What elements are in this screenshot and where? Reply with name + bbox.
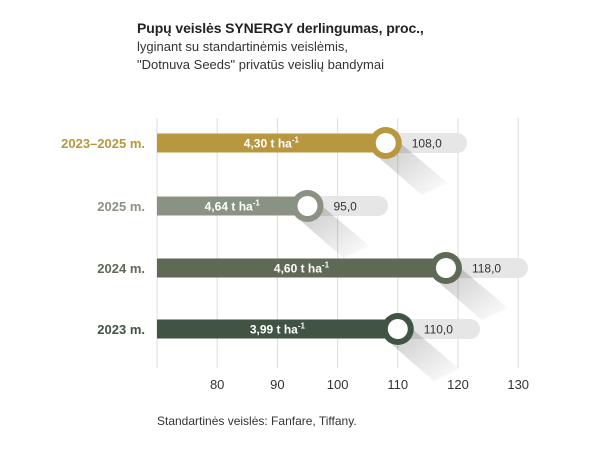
- x-tick-label: 130: [507, 377, 529, 392]
- category-label: 2023 m.: [97, 322, 145, 337]
- title-block: Pupų veislės SYNERGY derlingumas, proc.,…: [137, 18, 557, 74]
- bar-end-dot: [297, 196, 318, 216]
- bar-end-dot: [435, 258, 456, 278]
- bar: [157, 319, 398, 339]
- bar-yield-label: 4,30 t ha-1: [244, 136, 300, 151]
- footnote: Standartinės veislės: Fanfare, Tiffany.: [157, 414, 357, 428]
- bar-yield-label: 4,64 t ha-1: [205, 199, 261, 214]
- value-label: 110,0: [424, 323, 453, 337]
- bar-row: 118,0 4,60 t ha-1 2024 m.: [97, 252, 528, 320]
- x-tick-label: 100: [327, 377, 349, 392]
- category-label: 2023–2025 m.: [61, 136, 145, 151]
- bar-end-dot: [387, 319, 408, 339]
- chart-title: Pupų veislės SYNERGY derlingumas, proc.,: [137, 20, 424, 36]
- x-tick-label: 110: [387, 377, 408, 392]
- x-tick-label: 80: [210, 377, 224, 392]
- value-label: 95,0: [334, 200, 358, 214]
- chart-subtitle-line2: "Dotnuva Seeds" privatūs veislių bandyma…: [137, 57, 384, 72]
- bar-row: 95,0 4,64 t ha-1 2025 m.: [97, 190, 388, 258]
- bar-end-dot: [375, 133, 396, 153]
- bar-row: 108,0 4,30 t ha-1 2023–2025 m.: [61, 127, 467, 195]
- bar: [157, 258, 446, 278]
- bar: [157, 196, 308, 216]
- bar-yield-label: 4,60 t ha-1: [274, 261, 330, 276]
- category-label: 2025 m.: [97, 199, 145, 214]
- x-axis-ticks: 80 90 100 110 120 130: [210, 377, 529, 392]
- bars: 108,0 4,30 t ha-1 2023–2025 m. 95,0 4,64 t h…: [61, 127, 528, 381]
- bar: [157, 133, 386, 153]
- value-label: 108,0: [412, 137, 442, 151]
- x-tick-label: 120: [447, 377, 469, 392]
- value-label: 118,0: [472, 262, 501, 276]
- x-tick-label: 90: [270, 377, 284, 392]
- bar-yield-label: 3,99 t ha-1: [250, 322, 306, 337]
- bar-row: 110,0 3,99 t ha-1 2023 m.: [97, 313, 480, 381]
- chart-subtitle-line1: lyginant su standartinėmis veislėmis,: [137, 39, 348, 54]
- category-label: 2024 m.: [97, 261, 145, 276]
